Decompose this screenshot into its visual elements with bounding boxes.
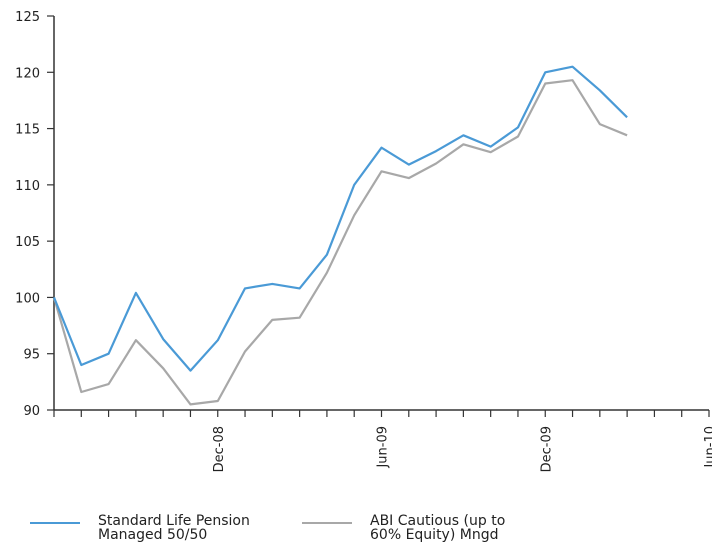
- y-tick-label: 105: [15, 235, 40, 250]
- x-tick-label: Jun-10: [703, 426, 712, 469]
- y-tick-label: 95: [23, 348, 40, 363]
- y-tick-label: 110: [15, 179, 40, 194]
- legend-item-series-1: Standard Life Pension Managed 50/50: [30, 514, 298, 542]
- y-tick-label: 120: [15, 66, 40, 81]
- x-tick-label: Dec-08: [212, 426, 227, 472]
- legend: Standard Life Pension Managed 50/50 ABI …: [0, 514, 712, 551]
- y-tick-label: 100: [15, 291, 40, 306]
- y-tick-label: 125: [15, 10, 40, 25]
- legend-label-series-1: Standard Life Pension Managed 50/50: [98, 513, 250, 543]
- y-tick-label: 115: [15, 123, 40, 138]
- series-line-2: [52, 79, 628, 406]
- legend-swatch-series-2: [302, 522, 352, 524]
- legend-swatch-series-1: [30, 522, 80, 524]
- x-tick-label: Dec-09: [539, 426, 554, 472]
- y-tick-label: 90: [23, 404, 40, 419]
- series-line-1: [52, 65, 628, 372]
- series-layer: [52, 65, 628, 406]
- x-axis: Dec-08 Jun-09 Dec-09 Jun-10: [53, 409, 712, 472]
- legend-item-series-2: ABI Cautious (up to 60% Equity) Mngd: [302, 514, 570, 542]
- x-tick-label: Jun-09: [376, 426, 391, 469]
- legend-label-series-2: ABI Cautious (up to 60% Equity) Mngd: [370, 513, 506, 543]
- y-axis: 90 95 100 105 110 115 120 125: [15, 10, 55, 419]
